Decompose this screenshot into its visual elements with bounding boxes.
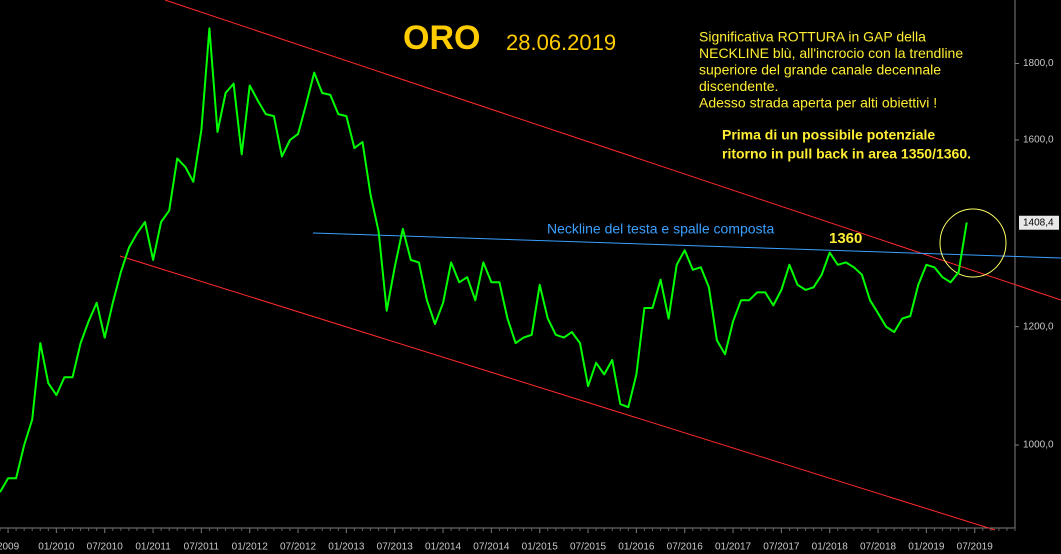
breakout-circle xyxy=(939,208,1007,278)
x-tick-label: 01/2013 xyxy=(328,542,365,553)
x-tick-label: 07/2016 xyxy=(667,542,704,553)
neckline-label: Neckline del testa e spalle composta xyxy=(547,221,774,237)
chart-title: ORO xyxy=(403,19,480,57)
x-tick-label: 07/2015 xyxy=(570,542,607,553)
note-line: discendente. xyxy=(699,78,778,94)
upper-trendline xyxy=(164,0,1061,301)
x-tick-label: 07/2011 xyxy=(184,542,220,553)
x-tick-label: 01/2016 xyxy=(618,542,655,553)
note-line: superiore del grande canale decennale xyxy=(699,62,941,78)
note-line: NECKLINE blù, all'incrocio con la trendl… xyxy=(699,45,963,61)
x-tick-label: 07/2019 xyxy=(957,542,994,553)
neckline xyxy=(312,232,1061,259)
y-tick-label: 1200,0 xyxy=(1023,321,1054,332)
x-tick-label: 07/2010 xyxy=(87,542,124,553)
x-tick-label: 07/2012 xyxy=(280,542,317,553)
last-value-box xyxy=(1019,215,1059,230)
notes: Significativa ROTTURA in GAP dellaNECKLI… xyxy=(699,29,971,162)
note-bold-line: Prima di un possibile potenziale xyxy=(722,127,935,143)
y-tick-label: 1000,0 xyxy=(1023,440,1054,451)
x-tick-label: 01/2012 xyxy=(232,542,269,553)
x-tick-label: 01/2015 xyxy=(522,542,559,553)
plot-area: 1000,0 1200,0 1600,0 1800,0 2009 01/2010 07/20… xyxy=(0,27,1059,553)
x-tick-label: 01/2019 xyxy=(908,542,945,553)
note-bold-line: ritorno in pull back in area 1350/1360. xyxy=(722,146,971,162)
x-tick-label: 01/2014 xyxy=(425,542,462,553)
last-value-label: 1408,4 xyxy=(1023,217,1054,228)
x-tick-label: 01/2018 xyxy=(812,542,849,553)
x-tick-label: 07/2013 xyxy=(377,542,414,553)
price-line xyxy=(0,27,968,493)
x-tick-label: 07/2014 xyxy=(473,542,510,553)
y-tick-label: 1600,0 xyxy=(1023,135,1054,146)
x-tick-label: 2009 xyxy=(0,542,20,553)
level-label: 1360 xyxy=(829,230,862,247)
x-tick-label: 01/2010 xyxy=(38,542,75,553)
x-tick-label: 07/2017 xyxy=(763,542,800,553)
note-line: Adesso strada aperta per alti obiettivi … xyxy=(699,95,937,111)
x-tick-label: 01/2011 xyxy=(135,542,171,553)
lower-trendline xyxy=(119,255,996,531)
chart-subtitle: 28.06.2019 xyxy=(506,30,616,55)
y-tick-label: 1800,0 xyxy=(1023,58,1054,69)
x-tick-label: 01/2017 xyxy=(715,542,752,553)
x-tick-label: 07/2018 xyxy=(860,542,897,553)
note-line: Significativa ROTTURA in GAP della xyxy=(699,29,926,45)
